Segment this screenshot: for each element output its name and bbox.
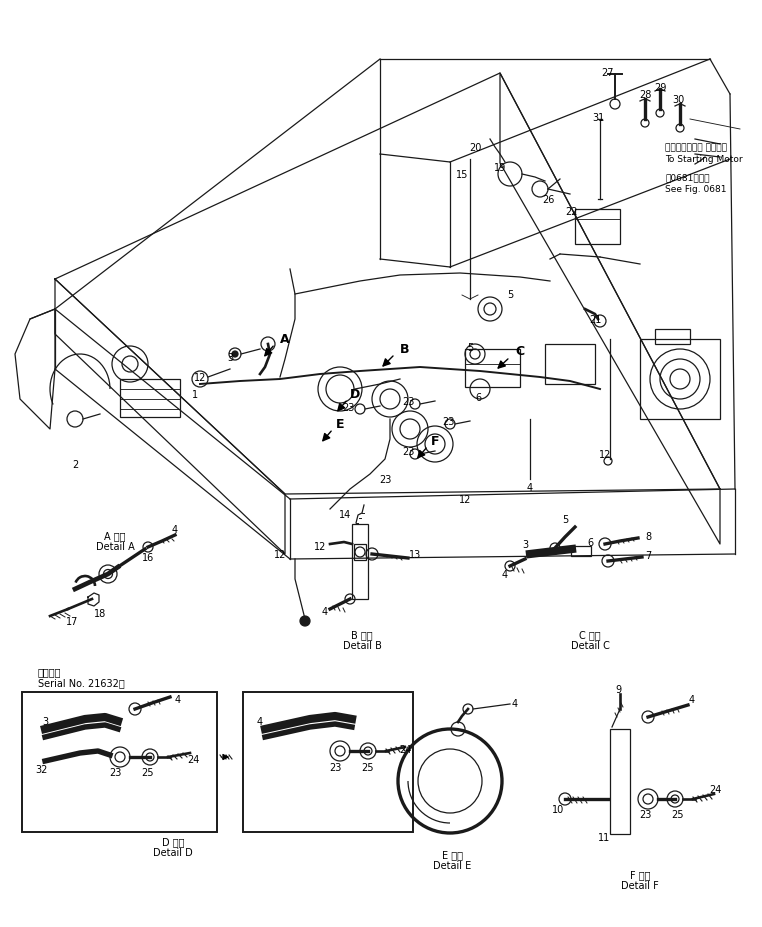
Text: 21: 21 bbox=[589, 314, 601, 324]
Text: D 詳細: D 詳細 bbox=[162, 836, 184, 846]
Text: D: D bbox=[350, 388, 360, 401]
Text: Detail E: Detail E bbox=[433, 860, 471, 870]
Text: See Fig. 0681: See Fig. 0681 bbox=[665, 185, 726, 195]
Text: 4: 4 bbox=[502, 569, 508, 579]
Text: 12: 12 bbox=[314, 541, 326, 552]
Text: 23: 23 bbox=[329, 762, 341, 772]
Text: 4: 4 bbox=[257, 717, 263, 726]
Text: 25: 25 bbox=[362, 762, 374, 772]
Text: 適用号機: 適用号機 bbox=[38, 667, 62, 677]
Text: F 詳細: F 詳細 bbox=[629, 870, 650, 879]
Text: 12: 12 bbox=[274, 550, 287, 559]
Text: 20: 20 bbox=[469, 143, 481, 153]
Text: 9: 9 bbox=[615, 684, 621, 694]
Text: 23: 23 bbox=[639, 809, 652, 819]
Text: 6: 6 bbox=[475, 392, 481, 402]
Text: 15: 15 bbox=[456, 170, 468, 180]
Text: スターティング モータへ: スターティング モータへ bbox=[665, 144, 727, 152]
Text: E 詳細: E 詳細 bbox=[441, 849, 463, 859]
Text: 7: 7 bbox=[645, 551, 651, 561]
Text: 27: 27 bbox=[602, 68, 614, 78]
Text: 10: 10 bbox=[552, 804, 564, 814]
Text: 1: 1 bbox=[192, 389, 198, 400]
Text: 8: 8 bbox=[645, 531, 651, 541]
Text: 24: 24 bbox=[399, 744, 411, 755]
Text: 5: 5 bbox=[562, 514, 568, 525]
Text: F: F bbox=[431, 435, 439, 448]
Circle shape bbox=[232, 351, 238, 358]
Text: 16: 16 bbox=[142, 552, 154, 563]
Text: To Starting Motor: To Starting Motor bbox=[665, 156, 743, 164]
Text: 6: 6 bbox=[587, 538, 593, 548]
Text: 5: 5 bbox=[467, 343, 473, 352]
Text: 23: 23 bbox=[342, 402, 354, 413]
Text: 13: 13 bbox=[409, 550, 421, 559]
Bar bbox=[571, 546, 591, 556]
Text: 11: 11 bbox=[598, 832, 610, 842]
Bar bbox=[655, 330, 690, 345]
Text: 第0681図参照: 第0681図参照 bbox=[665, 173, 709, 183]
Text: C: C bbox=[515, 345, 524, 358]
Text: 31: 31 bbox=[592, 113, 604, 123]
Text: 4: 4 bbox=[322, 606, 328, 616]
Bar bbox=[465, 349, 520, 387]
Text: 25: 25 bbox=[142, 768, 154, 777]
Text: E: E bbox=[336, 418, 344, 431]
Text: 22: 22 bbox=[565, 207, 578, 217]
Bar bbox=[575, 210, 620, 245]
Text: 19: 19 bbox=[494, 163, 506, 172]
Text: 14: 14 bbox=[339, 510, 351, 519]
Text: 4: 4 bbox=[175, 694, 181, 705]
Text: 4: 4 bbox=[172, 525, 178, 535]
Text: 23: 23 bbox=[379, 475, 391, 485]
Text: Detail A: Detail A bbox=[95, 541, 134, 552]
Text: A: A bbox=[280, 333, 290, 346]
Bar bbox=[352, 525, 368, 600]
Text: B 詳細: B 詳細 bbox=[351, 629, 373, 640]
Text: 4: 4 bbox=[512, 698, 518, 708]
Text: A 詳細: A 詳細 bbox=[104, 530, 126, 540]
Text: 3: 3 bbox=[227, 352, 233, 362]
Text: 28: 28 bbox=[639, 90, 652, 100]
Text: Serial No. 21632～: Serial No. 21632～ bbox=[38, 678, 125, 687]
Text: 25: 25 bbox=[672, 809, 684, 819]
Text: 24: 24 bbox=[187, 755, 199, 764]
Text: 12: 12 bbox=[459, 494, 471, 504]
Text: 3: 3 bbox=[522, 540, 528, 550]
Text: 5: 5 bbox=[507, 289, 513, 299]
Text: 4: 4 bbox=[527, 482, 533, 492]
Bar bbox=[243, 692, 413, 832]
Circle shape bbox=[300, 616, 310, 627]
Text: 23: 23 bbox=[402, 447, 415, 456]
Text: 12: 12 bbox=[599, 450, 611, 460]
Text: 12: 12 bbox=[194, 373, 207, 383]
Text: 24: 24 bbox=[709, 784, 721, 794]
Text: 30: 30 bbox=[672, 95, 684, 105]
Text: 3: 3 bbox=[42, 717, 48, 726]
Text: 23: 23 bbox=[109, 768, 121, 777]
Bar bbox=[354, 544, 366, 561]
Text: 29: 29 bbox=[654, 83, 666, 93]
Text: Detail C: Detail C bbox=[571, 641, 610, 651]
Text: 4: 4 bbox=[689, 694, 695, 705]
Bar bbox=[545, 345, 595, 385]
Bar bbox=[640, 339, 720, 420]
Text: Detail F: Detail F bbox=[621, 880, 659, 890]
Text: B: B bbox=[400, 343, 410, 356]
Text: 17: 17 bbox=[66, 616, 78, 627]
Text: 23: 23 bbox=[442, 416, 454, 426]
Text: Detail D: Detail D bbox=[153, 847, 193, 857]
Text: Detail B: Detail B bbox=[343, 641, 382, 651]
Text: C 詳細: C 詳細 bbox=[579, 629, 600, 640]
Bar bbox=[610, 730, 630, 834]
Text: 26: 26 bbox=[542, 195, 554, 205]
Bar bbox=[120, 379, 180, 417]
Text: 2: 2 bbox=[72, 460, 78, 469]
Text: 18: 18 bbox=[94, 608, 106, 618]
Bar bbox=[22, 692, 217, 832]
Text: 23: 23 bbox=[402, 397, 415, 407]
Text: 32: 32 bbox=[36, 764, 48, 774]
